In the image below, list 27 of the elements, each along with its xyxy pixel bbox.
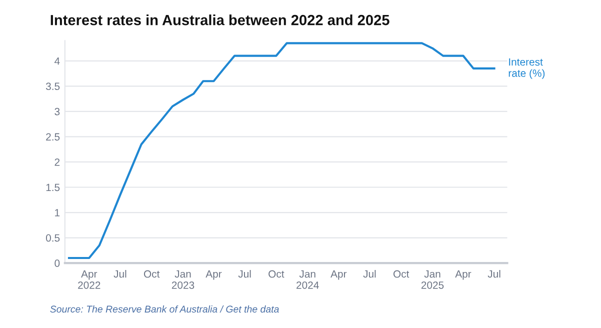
x-tick-label: Apr xyxy=(206,270,222,280)
x-tick-label: Oct xyxy=(144,270,160,278)
y-tick-label: 2.5 xyxy=(46,133,60,141)
x-tick-label: Jan 2024 xyxy=(296,270,319,289)
source-note: Source: The Reserve Bank of Australia / Get the data xyxy=(50,305,279,313)
y-tick-label: 1 xyxy=(55,209,60,216)
chart-title: Interest rates in Australia between 2022 and 2025 xyxy=(50,14,390,26)
x-tick-label: Oct xyxy=(393,270,410,278)
y-tick-label: 0 xyxy=(54,260,60,267)
x-tick-label: Jul xyxy=(363,270,376,278)
x-tick-label: Apr 2022 xyxy=(78,270,100,289)
x-tick-label: Jul xyxy=(114,270,126,278)
y-tick-label: 1.5 xyxy=(46,184,60,192)
line-series xyxy=(68,42,496,260)
x-tick-label: Jan 2025 xyxy=(421,270,444,289)
y-tick-label: 2 xyxy=(54,158,60,166)
y-tick-label: 3 xyxy=(54,108,60,116)
y-tick-label: 3.5 xyxy=(46,82,60,90)
y-tick-label: 4 xyxy=(54,57,60,65)
x-tick-label: Jul xyxy=(488,270,500,278)
x-tick-label: Jan 2023 xyxy=(172,270,194,289)
x-tick-label: Apr xyxy=(330,270,347,280)
x-tick-label: Apr xyxy=(455,270,472,280)
x-tick-label: Jul xyxy=(238,270,251,278)
x-tick-label: Oct xyxy=(268,270,284,278)
y-tick-label: 0.5 xyxy=(46,234,60,242)
series-label: Interest rate (%) xyxy=(508,58,545,79)
